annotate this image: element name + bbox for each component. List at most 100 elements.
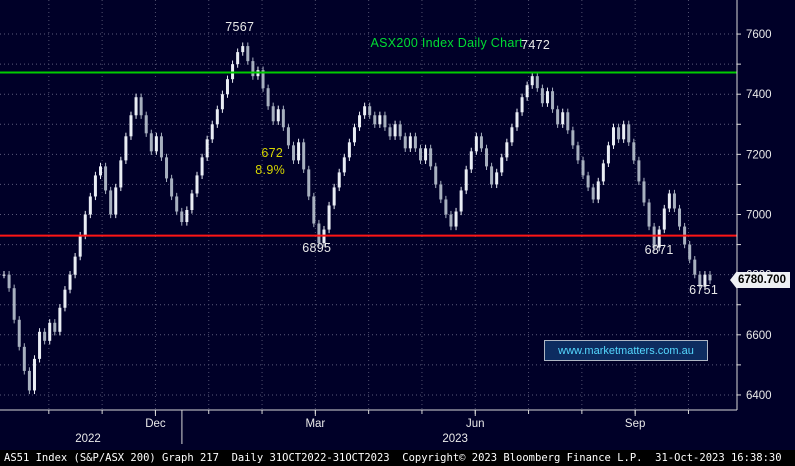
candle-body	[347, 142, 351, 158]
candle-body	[144, 115, 148, 134]
x-axis-month-label: Mar	[305, 418, 325, 430]
candle-body	[154, 136, 158, 152]
candle-body	[53, 322, 57, 332]
candle-body	[490, 166, 494, 185]
candle-body	[545, 91, 549, 104]
candle-body	[124, 136, 128, 161]
candle-body	[637, 160, 641, 182]
candle-body	[165, 157, 169, 179]
candle-body	[520, 97, 524, 113]
candle-body	[444, 199, 448, 215]
candle-body	[317, 223, 321, 244]
candle-body	[99, 166, 103, 176]
candle-body	[454, 211, 458, 227]
candle-body	[236, 52, 240, 65]
price-chart: 7600740072007000680066006400DecMarJunSep…	[0, 0, 772, 445]
candle-body	[566, 112, 570, 131]
candle-body	[510, 127, 514, 143]
candle-body	[292, 145, 296, 161]
candle-body	[215, 109, 219, 125]
candle-body	[73, 256, 77, 275]
candle-body	[429, 148, 433, 167]
candle-body	[88, 196, 92, 215]
candle-body	[581, 160, 585, 176]
candle-body	[17, 319, 21, 347]
candle-body	[342, 157, 346, 173]
candle-body	[647, 202, 651, 227]
candle-body	[449, 214, 453, 227]
candle-body	[27, 370, 31, 391]
candle-body	[474, 136, 478, 152]
candle-body	[307, 169, 311, 197]
candle-body	[434, 166, 438, 185]
candle-body	[134, 97, 138, 116]
candle-body	[149, 133, 153, 152]
candle-body	[485, 148, 489, 167]
candle-body	[388, 127, 392, 137]
candle-body	[657, 229, 661, 248]
candle-body	[708, 274, 712, 281]
marketmatters-link[interactable]: www.marketmatters.com.au	[544, 340, 708, 361]
candle-body	[551, 91, 555, 110]
candle-body	[286, 127, 290, 146]
candle-body	[302, 142, 306, 170]
candle-body	[12, 288, 16, 320]
candle-body	[622, 124, 626, 140]
candle-body	[383, 115, 387, 128]
candle-body	[225, 79, 229, 95]
candle-body	[678, 208, 682, 227]
x-axis-month-label: Dec	[145, 418, 166, 430]
candle-body	[591, 187, 595, 200]
candle-body	[200, 157, 204, 176]
y-axis-label: 7200	[746, 149, 772, 161]
candle-body	[632, 142, 636, 161]
candle-body	[495, 172, 499, 185]
candle-body	[210, 124, 214, 140]
candle-body	[439, 184, 443, 200]
candle-body	[93, 175, 97, 197]
candle-body	[561, 112, 565, 125]
candle-body	[170, 178, 174, 197]
candle-body	[78, 235, 82, 257]
price-pointer-icon	[730, 271, 737, 290]
candle-body	[500, 157, 504, 173]
candle-body	[175, 196, 179, 212]
y-axis-label: 7600	[746, 29, 772, 41]
candle-body	[652, 226, 656, 248]
candle-body	[139, 97, 143, 116]
candle-body	[515, 112, 519, 128]
candle-body	[276, 109, 280, 122]
candle-body	[601, 163, 605, 182]
candle-body	[312, 196, 316, 224]
candle-body	[403, 136, 407, 149]
candle-body	[586, 175, 590, 188]
candle-body	[617, 127, 621, 140]
candle-body	[703, 274, 707, 287]
candle-body	[48, 322, 52, 341]
y-axis-label: 7400	[746, 89, 772, 101]
candle-body	[556, 109, 560, 125]
candle-body	[611, 127, 615, 146]
candle-body	[241, 46, 245, 53]
candle-body	[662, 208, 666, 230]
candle-body	[368, 106, 372, 116]
candle-body	[413, 136, 417, 149]
x-axis-month-label: Jun	[466, 418, 485, 430]
candle-body	[373, 115, 377, 125]
x-axis-year-label: 2022	[75, 433, 101, 445]
candle-body	[464, 169, 468, 191]
candle-body	[378, 115, 382, 125]
last-price-label: 6780.700	[730, 271, 790, 290]
candle-body	[83, 214, 87, 236]
candle-body	[246, 46, 250, 62]
candle-body	[104, 166, 108, 191]
candle-body	[327, 205, 331, 230]
candle-body	[352, 127, 356, 143]
candle-body	[58, 307, 62, 332]
candle-body	[505, 142, 509, 158]
candle-body	[281, 109, 285, 128]
candle-body	[479, 136, 483, 149]
candle-body	[418, 148, 422, 161]
candle-body	[688, 244, 692, 260]
